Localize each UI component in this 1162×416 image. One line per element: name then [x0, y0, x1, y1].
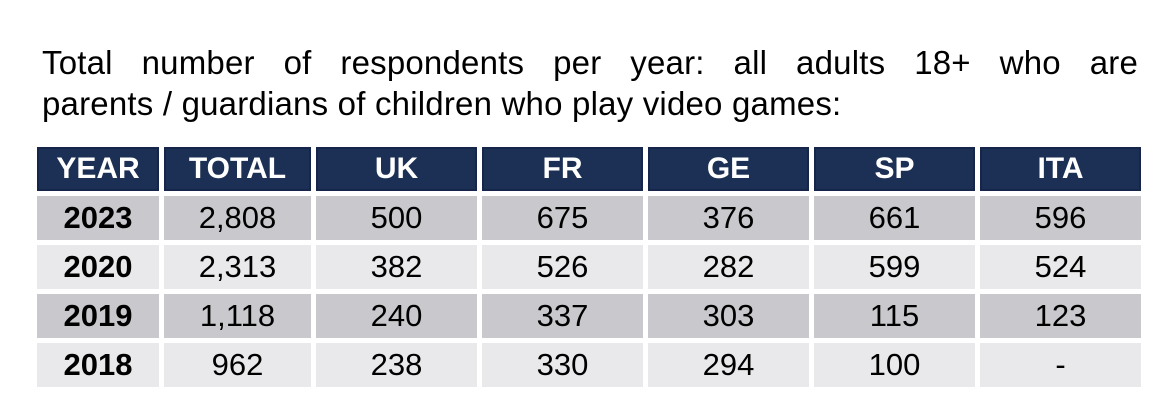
cell-fr: 330: [482, 343, 643, 387]
cell-sp: 661: [814, 196, 975, 240]
header-row: YEAR TOTAL UK FR GE SP ITA: [37, 147, 1141, 191]
cell-total: 2,313: [164, 245, 311, 289]
cell-ge: 294: [648, 343, 809, 387]
cell-fr: 337: [482, 294, 643, 338]
cell-year: 2018: [37, 343, 159, 387]
cell-total: 2,808: [164, 196, 311, 240]
cell-sp: 115: [814, 294, 975, 338]
column-header-uk: UK: [316, 147, 477, 191]
column-header-fr: FR: [482, 147, 643, 191]
cell-year: 2019: [37, 294, 159, 338]
cell-year: 2023: [37, 196, 159, 240]
cell-total: 962: [164, 343, 311, 387]
table-row-2018: 2018 962 238 330 294 100 -: [37, 343, 1141, 387]
cell-ge: 376: [648, 196, 809, 240]
table-row-2023: 2023 2,808 500 675 376 661 596: [37, 196, 1141, 240]
cell-fr: 675: [482, 196, 643, 240]
column-header-year: YEAR: [37, 147, 159, 191]
table-row-2019: 2019 1,118 240 337 303 115 123: [37, 294, 1141, 338]
title-line-2: parents / guardians of children who play…: [42, 85, 842, 122]
column-header-sp: SP: [814, 147, 975, 191]
cell-ita: 524: [980, 245, 1141, 289]
cell-ge: 282: [648, 245, 809, 289]
cell-ge: 303: [648, 294, 809, 338]
cell-ita: 123: [980, 294, 1141, 338]
respondents-table: YEAR TOTAL UK FR GE SP ITA 2023 2,808 50…: [32, 142, 1146, 392]
cell-uk: 238: [316, 343, 477, 387]
page-title: Total number of respondents per year: al…: [42, 42, 1138, 124]
cell-sp: 599: [814, 245, 975, 289]
cell-ita: -: [980, 343, 1141, 387]
cell-fr: 526: [482, 245, 643, 289]
column-header-ita: ITA: [980, 147, 1141, 191]
cell-uk: 240: [316, 294, 477, 338]
title-line-1: Total number of respondents per year: al…: [42, 44, 1138, 81]
cell-ita: 596: [980, 196, 1141, 240]
cell-sp: 100: [814, 343, 975, 387]
cell-uk: 500: [316, 196, 477, 240]
cell-uk: 382: [316, 245, 477, 289]
column-header-ge: GE: [648, 147, 809, 191]
table-row-2020: 2020 2,313 382 526 282 599 524: [37, 245, 1141, 289]
cell-year: 2020: [37, 245, 159, 289]
cell-total: 1,118: [164, 294, 311, 338]
column-header-total: TOTAL: [164, 147, 311, 191]
